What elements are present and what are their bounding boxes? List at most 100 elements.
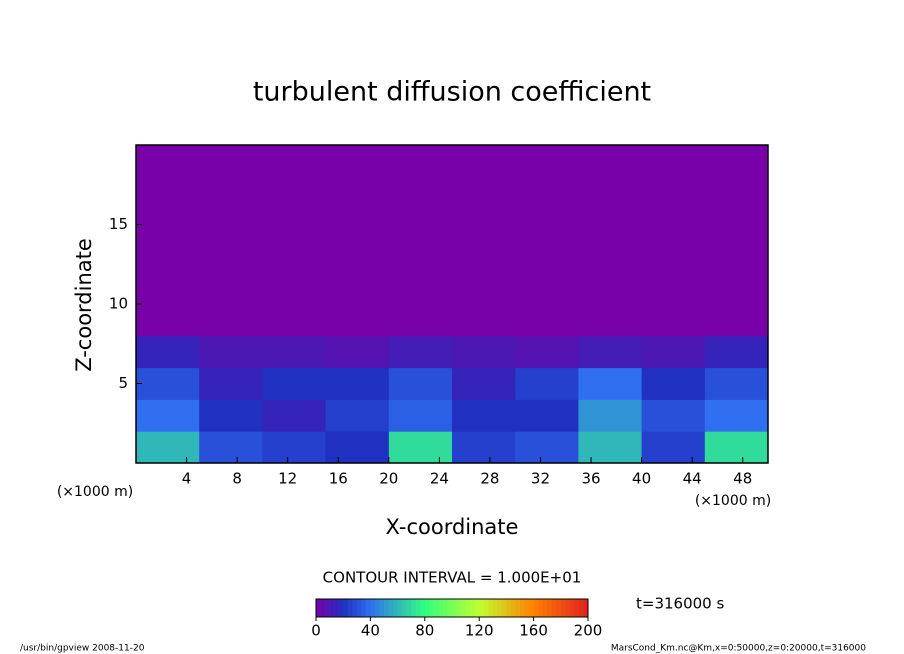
- field-cell: [641, 272, 706, 305]
- field-cell: [199, 240, 263, 273]
- field-cell: [578, 208, 643, 241]
- colorbar-cell: [479, 599, 485, 617]
- colorbar-cell: [524, 599, 530, 617]
- field-cell: [641, 367, 706, 400]
- field-cell: [515, 208, 579, 241]
- y-tick-label: 5: [118, 374, 128, 392]
- footer-left: /usr/bin/gpview 2008-11-20: [20, 644, 145, 654]
- field-cell: [199, 304, 263, 337]
- field-cell: [452, 208, 516, 241]
- field-cell: [136, 367, 200, 400]
- colorbar-cell: [547, 599, 553, 617]
- field-cell: [325, 367, 390, 400]
- contour-interval: CONTOUR INTERVAL = 1.000E+01: [323, 569, 582, 587]
- colorbar-cell: [578, 599, 584, 617]
- field-cell: [136, 431, 200, 464]
- field-cell: [578, 399, 643, 432]
- field-cell: [136, 208, 200, 241]
- x-tick-label: 16: [329, 470, 348, 488]
- x-tick-label: 40: [632, 470, 651, 488]
- field-cell: [388, 399, 453, 432]
- field-cell: [578, 335, 643, 369]
- colorbar-cell: [461, 599, 466, 617]
- colorbar-cell: [388, 599, 394, 617]
- field-cell: [262, 304, 327, 337]
- colorbar-cell: [343, 599, 349, 617]
- x-tick-label: 44: [683, 470, 702, 488]
- field-cell: [388, 367, 453, 400]
- field-cell: [452, 272, 516, 305]
- field-cell: [578, 367, 643, 400]
- y-tick-label: 10: [109, 295, 128, 313]
- field-cell: [199, 145, 263, 178]
- field-cell: [578, 304, 643, 337]
- field-cell: [262, 240, 327, 273]
- field-cell: [704, 304, 769, 337]
- field-cell: [388, 208, 453, 241]
- colorbar-tick-label: 80: [415, 622, 434, 640]
- colorbar-tick-label: 0: [311, 622, 321, 640]
- colorbar-cell: [565, 599, 571, 617]
- colorbar-cell: [442, 599, 448, 617]
- colorbar-cell: [334, 599, 339, 617]
- field-cell: [136, 145, 200, 178]
- colorbar-cell: [510, 599, 516, 617]
- field-cell: [262, 431, 327, 464]
- colorbar-cell: [325, 599, 330, 617]
- field-cell: [199, 335, 263, 369]
- field-cell: [704, 208, 769, 241]
- chart-title: turbulent diffusion coefficient: [253, 77, 651, 108]
- field-cell: [388, 240, 453, 273]
- field-cell: [325, 208, 390, 241]
- field-cell: [199, 176, 263, 210]
- colorbar-tick-label: 40: [361, 622, 380, 640]
- x-tick-label: 4: [182, 470, 192, 488]
- field-cell: [515, 145, 579, 178]
- field-cell: [388, 272, 453, 305]
- field-cell: [388, 335, 453, 369]
- field-cell: [388, 145, 453, 178]
- field-cell: [641, 431, 706, 464]
- field-cell: [704, 399, 769, 432]
- colorbar-cell: [384, 599, 389, 617]
- x-tick-label: 20: [379, 470, 398, 488]
- field-cell: [325, 145, 390, 178]
- colorbar-cell: [520, 599, 525, 617]
- field-cell: [136, 335, 200, 369]
- colorbar-cell: [316, 599, 321, 617]
- x-tick-label: 28: [480, 470, 499, 488]
- field-cell: [388, 431, 453, 464]
- x-tick-label: 12: [278, 470, 297, 488]
- field-cell: [515, 335, 579, 369]
- colorbar-cell: [361, 599, 367, 617]
- field-cell: [452, 176, 516, 210]
- colorbar-cell: [365, 599, 371, 617]
- field-cell: [262, 272, 327, 305]
- colorbar-cell: [420, 599, 426, 617]
- x-tick-label: 48: [733, 470, 752, 488]
- field-cell: [325, 176, 390, 210]
- field-cell: [515, 367, 579, 400]
- x-unit-label: (×1000 m): [57, 484, 133, 500]
- colorbar-cell: [374, 599, 380, 617]
- colorbar-cell: [542, 599, 548, 617]
- colorbar-cell: [352, 599, 358, 617]
- colorbar-cell: [465, 599, 471, 617]
- field-cell: [515, 272, 579, 305]
- field-cell: [388, 176, 453, 210]
- field-cell: [262, 335, 327, 369]
- field-cell: [704, 335, 769, 369]
- colorbar-cell: [501, 599, 507, 617]
- field-cell: [262, 367, 327, 400]
- field-cell: [704, 240, 769, 273]
- colorbar-cell: [474, 599, 480, 617]
- field-cell: [136, 304, 200, 337]
- x-tick-label: 8: [232, 470, 242, 488]
- colorbar-cell: [538, 599, 543, 617]
- field-cell: [704, 431, 769, 464]
- field-cell: [578, 145, 643, 178]
- field-cell: [136, 272, 200, 305]
- colorbar-cell: [429, 599, 435, 617]
- field-cell: [136, 176, 200, 210]
- colorbar-cell: [424, 599, 430, 617]
